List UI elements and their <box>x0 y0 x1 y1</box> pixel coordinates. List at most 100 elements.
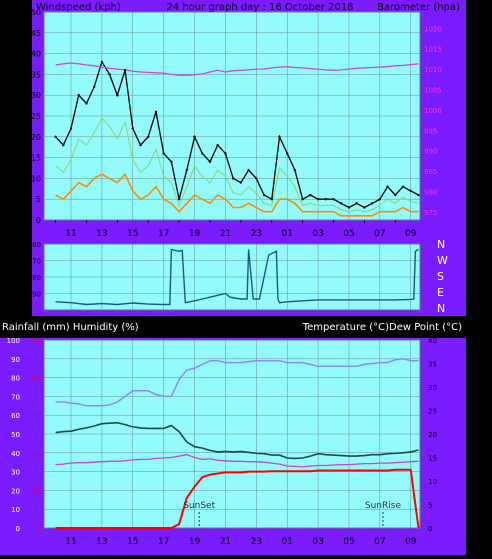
direction-label-w-1: W <box>437 254 448 267</box>
header-band <box>0 316 466 338</box>
wind-gust-point <box>255 177 258 180</box>
wind-gust-point <box>92 85 96 89</box>
wind-x-tick-07: 07 <box>374 229 385 239</box>
temp-x-tick-05: 05 <box>343 537 354 547</box>
wind-x-tick-17: 17 <box>158 229 169 239</box>
wind-mid-line <box>55 117 419 213</box>
wind-gust-point <box>162 152 165 155</box>
wind-gust-point <box>116 94 119 97</box>
wind-x-tick-19: 19 <box>189 229 201 239</box>
wind-tick-label-5: 5 <box>36 195 41 204</box>
temp-dew-label: Temperature (°C)Dew Point (°C) <box>302 322 462 333</box>
wind-gust-point <box>77 94 80 97</box>
temp-tick-label-40: 40 <box>428 337 437 345</box>
wind-gust-point <box>347 206 351 209</box>
wind-x-tick-01: 01 <box>281 229 292 239</box>
wind-axis-label: Windspeed (kph) <box>36 2 121 13</box>
wind-tick-label-30: 30 <box>31 91 41 100</box>
humidity-tick-label-20: 20 <box>11 487 20 495</box>
wind-x-tick-21: 21 <box>220 229 231 239</box>
temp-x-tick-17: 17 <box>158 537 169 547</box>
wind-gust-point <box>139 143 142 147</box>
wind-gust-point <box>131 127 134 130</box>
temp-x-tick-15: 15 <box>127 537 138 547</box>
dir-tick-label-90: 90 <box>32 291 41 299</box>
annotation-label-sunrise: SunRise <box>365 501 402 511</box>
wind-gust-point <box>324 198 328 201</box>
wind-gust-point <box>409 189 412 193</box>
wind-gust-point <box>231 177 235 180</box>
wind-gust-point <box>100 60 104 64</box>
temp-tick-label-20: 20 <box>428 431 437 439</box>
humidity-tick-label-30: 30 <box>11 469 20 477</box>
wind-gust-point <box>293 168 297 172</box>
direction-label-n-4: N <box>437 302 445 315</box>
wind-gust-point <box>170 160 173 163</box>
temp-x-tick-13: 13 <box>96 537 107 547</box>
direction-series <box>55 248 419 306</box>
temperature-line <box>55 421 419 460</box>
wind-gust-point <box>386 185 389 188</box>
right-gutter <box>466 0 492 555</box>
baro-tick-label-995: 995 <box>424 127 437 135</box>
wind-gust-point <box>370 202 374 205</box>
temp-tick-label-5: 5 <box>428 502 432 510</box>
rain-tick-label-10: 10 <box>32 487 41 495</box>
wind-gust-line <box>55 60 419 209</box>
temp-x-tick-19: 19 <box>189 537 201 547</box>
rain-humidity-label: Rainfall (mm) Humidity (%) <box>2 322 139 333</box>
barometer-line <box>55 62 419 76</box>
wind-x-tick-09: 09 <box>405 229 417 239</box>
wind-gust-point <box>193 135 196 138</box>
temp-tick-label-10: 10 <box>428 478 437 486</box>
wind-tick-label-35: 35 <box>31 70 41 79</box>
wind-gust-point <box>177 198 181 201</box>
wind-gust-point <box>69 127 73 130</box>
baro-tick-label-1010: 1010 <box>424 66 442 74</box>
baro-tick-label-975: 975 <box>424 209 437 217</box>
wind-tick-label-0: 0 <box>36 216 41 225</box>
wind-gust-point <box>239 181 243 184</box>
wind-gust-point <box>201 152 204 155</box>
rain-tick-label-0: 0 <box>37 525 41 533</box>
humidity-tick-label-90: 90 <box>11 356 20 364</box>
rain-tick-label-20: 20 <box>32 450 41 458</box>
humidity-tick-label-60: 60 <box>11 412 20 420</box>
temp-tick-label-0: 0 <box>428 525 432 533</box>
wind-tick-label-50: 50 <box>31 8 41 17</box>
wind-x-tick-15: 15 <box>127 229 138 239</box>
temp-x-tick-21: 21 <box>220 537 231 547</box>
wind-gust-point <box>401 185 405 188</box>
humidity-tick-label-50: 50 <box>11 431 20 439</box>
rain-tick-label-50: 50 <box>32 337 41 345</box>
wind-x-tick-05: 05 <box>343 229 354 239</box>
temp-x-tick-07: 07 <box>374 537 385 547</box>
wind-gust-point <box>355 202 358 205</box>
wind-gust-point <box>154 110 158 114</box>
baro-tick-label-1005: 1005 <box>424 86 442 94</box>
wind-gust-point <box>85 102 88 105</box>
rain-tick-label-40: 40 <box>32 375 41 383</box>
baro-axis-label: Barometer (hpa) <box>377 2 460 13</box>
wind-x-tick-03: 03 <box>312 229 323 239</box>
temp-axes: 0102030405060708090100010203040500510152… <box>7 337 437 547</box>
wind-axes: 0510152025303540455097598098599099510001… <box>31 8 442 239</box>
wind-tick-label-40: 40 <box>31 50 41 59</box>
wind-gust-point <box>394 193 397 197</box>
wind-tick-label-15: 15 <box>31 154 41 163</box>
wind-gust-point <box>278 135 281 138</box>
wind-x-tick-13: 13 <box>96 229 107 239</box>
dew-point-line <box>55 454 419 468</box>
direction-grid <box>44 243 420 310</box>
wind-gust-point <box>417 193 420 197</box>
wind-gust-point <box>286 152 289 155</box>
rain-tick-label-30: 30 <box>32 412 41 420</box>
wind-gust-point <box>185 168 189 172</box>
direction-label-e-3: E <box>437 286 444 299</box>
wind-x-tick-23: 23 <box>251 229 262 239</box>
wind-gust-point <box>123 69 127 72</box>
baro-tick-label-1015: 1015 <box>424 46 442 54</box>
humidity-tick-label-70: 70 <box>11 393 20 401</box>
wind-gust-point <box>247 168 250 172</box>
